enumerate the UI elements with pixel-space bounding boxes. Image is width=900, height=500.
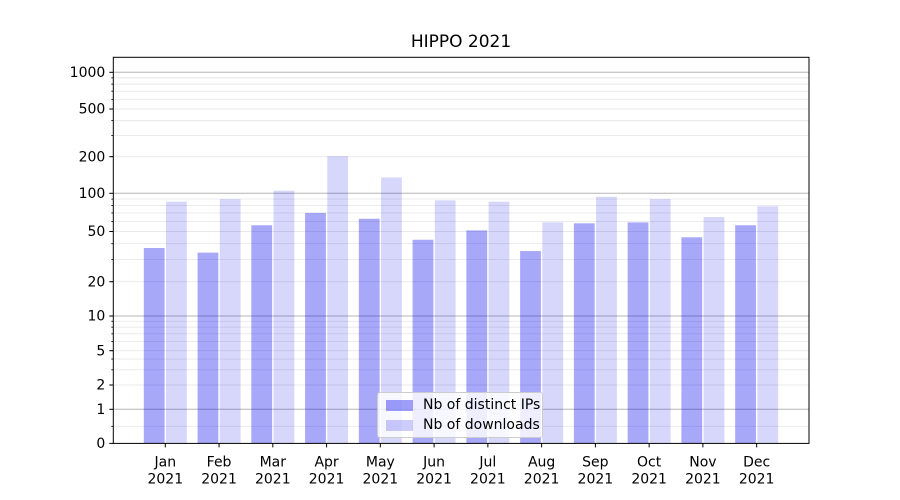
x-tick-label-year: 2021: [631, 472, 667, 488]
legend-swatch-downloads: [386, 419, 413, 431]
legend-swatch-distinct-ips: [386, 399, 413, 411]
bar: [197, 252, 219, 444]
x-tick-label-year: 2021: [201, 472, 237, 488]
y-tick-label: 100: [79, 186, 106, 202]
bar: [703, 217, 725, 444]
x-tick-label-month: Nov: [689, 455, 716, 471]
bar: [251, 225, 273, 444]
x-tick-label-year: 2021: [255, 472, 291, 488]
bar: [327, 156, 349, 444]
bar: [681, 237, 703, 444]
y-tick-label: 1000: [70, 65, 106, 81]
x-tick-label-month: Feb: [207, 455, 232, 471]
x-tick-label-month: Aug: [528, 455, 555, 471]
x-tick-label-year: 2021: [147, 472, 183, 488]
gridlines: [113, 71, 809, 427]
bar: [381, 177, 402, 444]
legend-row: Nb of downloads: [378, 417, 542, 433]
bar: [488, 201, 510, 444]
y-tick-label: 20: [87, 274, 105, 290]
y-tick-label: 2: [96, 378, 105, 394]
x-axis: Jan2021Feb2021Mar2021Apr2021May2021Jun20…: [147, 443, 775, 488]
bar: [434, 200, 456, 444]
x-tick-label-year: 2021: [685, 472, 721, 488]
x-tick-label-month: Jan: [154, 455, 177, 471]
y-tick-label: 1: [96, 402, 105, 418]
x-tick-label-year: 2021: [524, 472, 560, 488]
bar: [627, 222, 649, 444]
x-tick-label-year: 2021: [363, 472, 399, 488]
y-tick-label: 500: [79, 102, 106, 118]
legend-label-distinct-ips: Nb of distinct IPs: [423, 397, 541, 413]
bar: [757, 206, 779, 444]
bar: [649, 199, 671, 444]
bar: [358, 218, 380, 444]
legend-label-downloads: Nb of downloads: [423, 417, 540, 433]
x-tick-label-year: 2021: [309, 472, 345, 488]
bar: [542, 222, 564, 444]
x-tick-label-year: 2021: [739, 472, 775, 488]
legend-row: Nb of distinct IPs: [378, 397, 542, 413]
x-tick-label-month: Apr: [314, 455, 338, 471]
bar: [166, 201, 187, 444]
x-tick-label-month: Mar: [260, 455, 287, 471]
bars-downloads: [166, 156, 779, 444]
y-tick-label: 0: [96, 436, 105, 452]
y-tick-label: 50: [87, 224, 105, 240]
y-tick-label: 5: [96, 343, 105, 359]
bar: [273, 190, 295, 444]
x-tick-label-month: Oct: [637, 455, 662, 471]
x-tick-label-year: 2021: [470, 472, 506, 488]
x-tick-label-month: May: [366, 455, 395, 471]
bar: [219, 199, 241, 444]
bar: [143, 247, 165, 444]
x-tick-label-month: Dec: [743, 455, 770, 471]
y-axis: 0 1 2 5 10 20 50 100 200 500 1000: [70, 65, 114, 452]
bar: [596, 196, 617, 444]
x-tick-label-year: 2021: [578, 472, 614, 488]
x-tick-label-month: Jul: [478, 455, 496, 471]
bar: [573, 223, 595, 444]
y-tick-label: 200: [79, 149, 106, 165]
x-tick-label-year: 2021: [416, 472, 452, 488]
legend: Nb of distinct IPs Nb of downloads: [377, 392, 543, 438]
y-tick-label: 10: [87, 309, 105, 325]
bar: [466, 230, 488, 444]
bars-distinct-ips: [143, 212, 756, 444]
x-tick-label-month: Jun: [422, 455, 445, 471]
chart-title: HIPPO 2021: [410, 32, 512, 52]
x-tick-label-month: Sep: [582, 455, 609, 471]
bar: [305, 212, 326, 444]
plot-border: [112, 56, 810, 444]
bar: [735, 225, 756, 444]
